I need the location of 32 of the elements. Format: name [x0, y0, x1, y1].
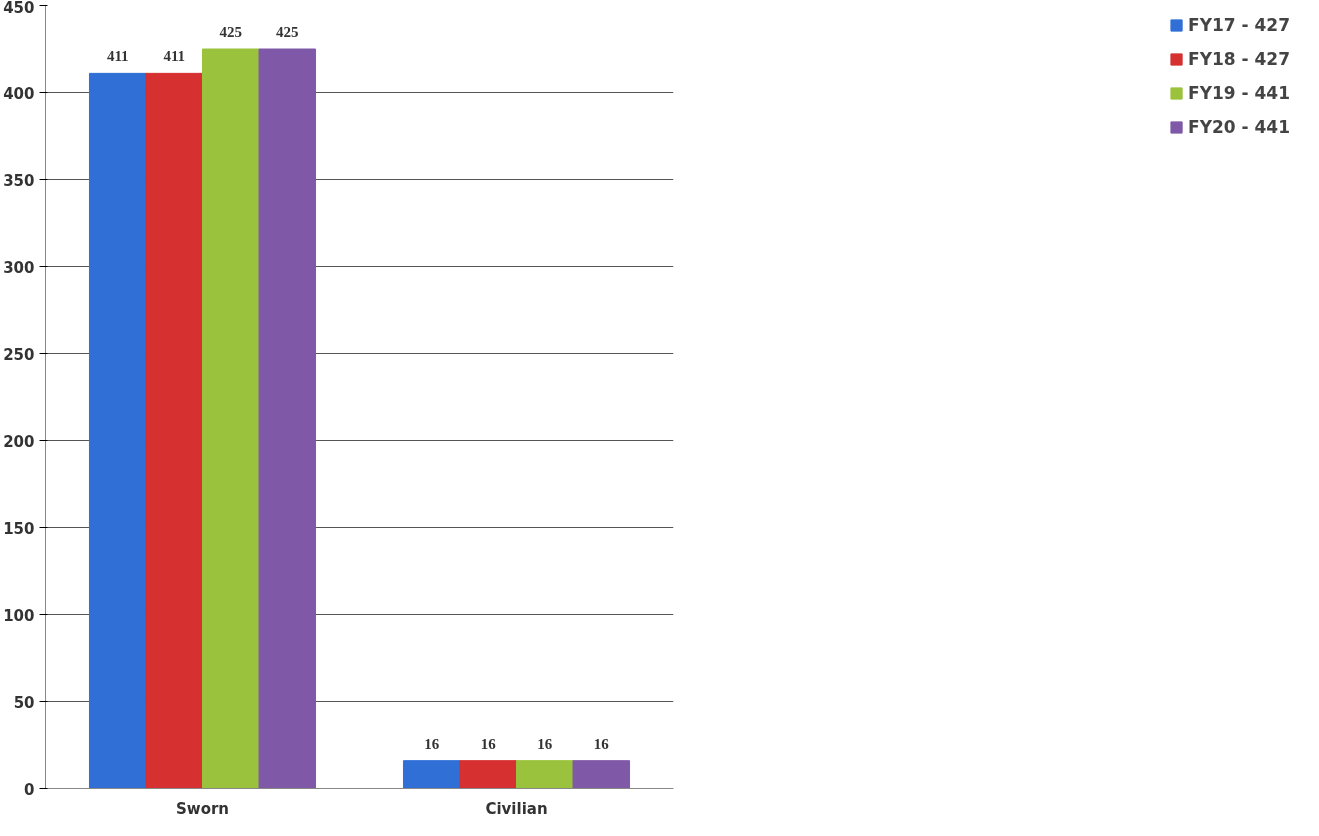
bar: [516, 760, 574, 789]
bar: [572, 760, 631, 789]
bar: [258, 48, 317, 789]
data-label: 425: [219, 24, 243, 40]
data-label: 411: [163, 48, 186, 65]
y-tick-label: 150: [3, 519, 35, 538]
legend-label: FY19 - 441: [1188, 83, 1290, 103]
y-tick-label: 400: [3, 84, 35, 103]
y-tick-label: 50: [13, 693, 35, 712]
bar: [459, 760, 517, 789]
bar: [402, 760, 461, 789]
y-tick-label: 350: [3, 171, 35, 190]
bar: [88, 72, 147, 789]
bar: [202, 48, 260, 789]
data-label: 16: [480, 735, 497, 752]
y-tick-label: 200: [3, 432, 35, 451]
x-tick-label: Sworn: [175, 799, 230, 818]
x-tick-label: Civilian: [485, 799, 548, 818]
data-label: 411: [106, 48, 129, 65]
legend-label: FY20 - 441: [1188, 117, 1290, 137]
data-label: 16: [424, 735, 440, 752]
y-tick-label: 250: [3, 345, 35, 364]
y-tick-label: 300: [3, 258, 35, 277]
y-tick-label: 0: [24, 780, 35, 799]
data-label: 16: [593, 735, 610, 752]
legend-label: FY18 - 427: [1188, 49, 1290, 69]
data-label: 16: [537, 735, 553, 752]
y-tick-label: 100: [3, 606, 35, 625]
y-tick-label: 450: [3, 0, 35, 17]
data-label: 425: [276, 24, 299, 40]
legend-label: FY17 - 427: [1188, 15, 1290, 35]
bar: [145, 72, 203, 789]
